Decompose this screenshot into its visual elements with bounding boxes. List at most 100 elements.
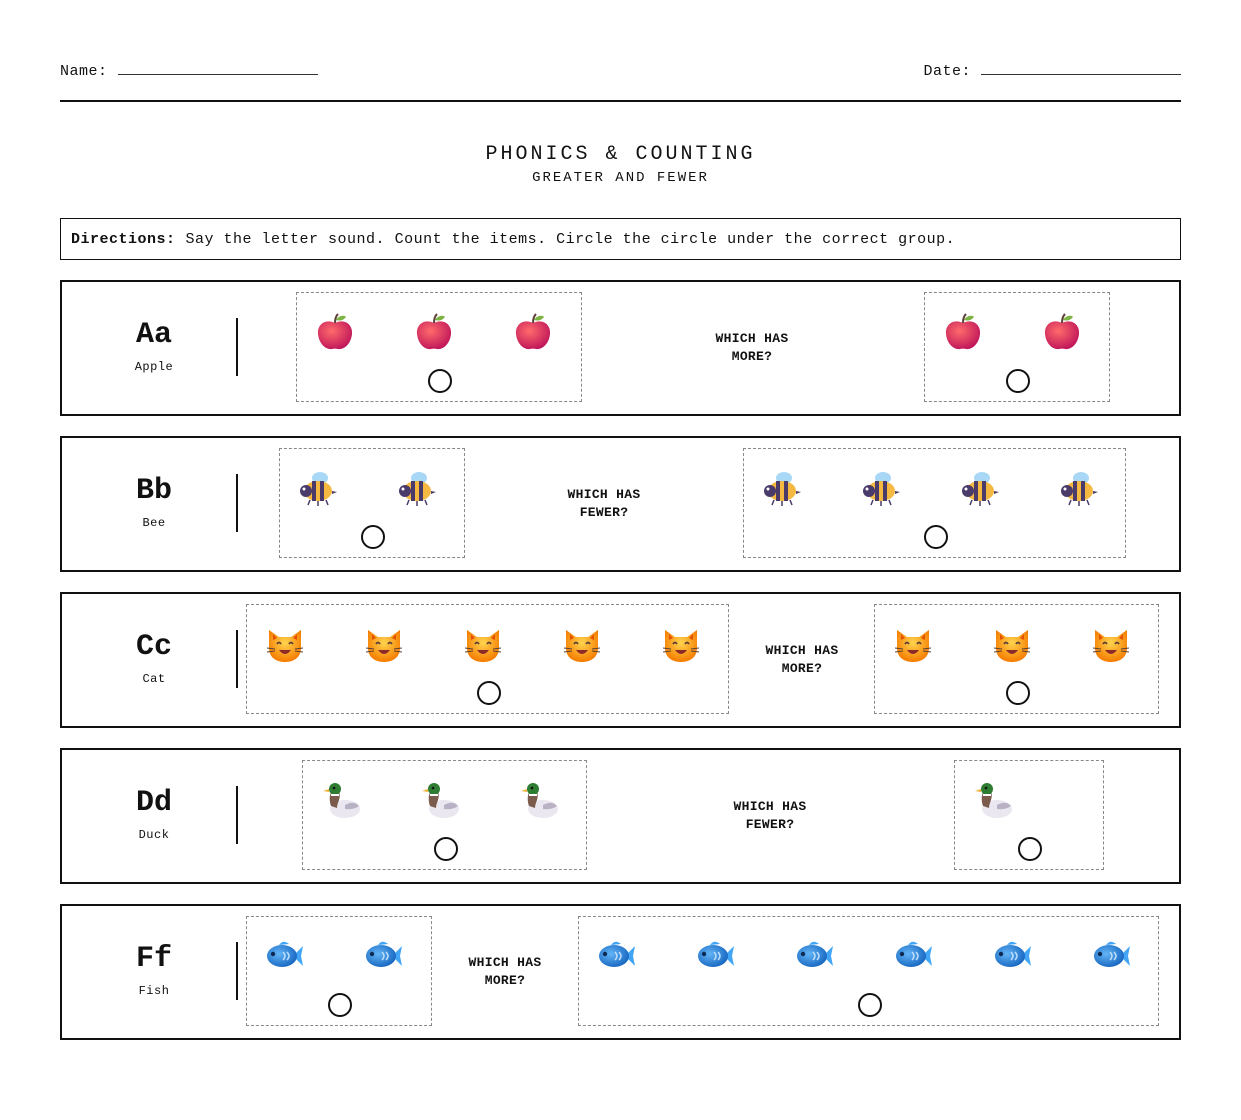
exercise-row-duck: Dd Duck WHICH HAS FEWER? (60, 748, 1181, 884)
question-line: WHICH HAS (468, 955, 542, 970)
letter-bee: Bb (135, 474, 172, 508)
date-field[interactable]: Date: (923, 62, 1181, 80)
exercise-row-apple: Aa Apple WHICH HAS MORE? (60, 280, 1181, 416)
duck-icon (972, 779, 1014, 821)
apple-right-answer-circle[interactable] (1006, 369, 1030, 393)
duck-right-answer-circle[interactable] (1018, 837, 1042, 861)
question-text: WHICH HAS FEWER? (715, 798, 825, 834)
letter-block: Ff Fish (102, 942, 206, 998)
cat-icon (892, 623, 934, 665)
fish-icon (893, 935, 935, 977)
fish-icon (596, 935, 638, 977)
question-text: WHICH HAS MORE? (450, 954, 560, 990)
date-line[interactable] (981, 62, 1181, 75)
bee-left-answer-circle[interactable] (361, 525, 385, 549)
duck-icon (518, 779, 560, 821)
duck-right-group (954, 760, 1104, 870)
cat-icon (363, 623, 405, 665)
row-divider (236, 318, 238, 376)
exercise-row-cat: Cc Cat WHICH HAS MORE? (60, 592, 1181, 728)
fish-right-group (578, 916, 1159, 1026)
question-line: WHICH HAS (567, 487, 641, 502)
directions-label: Directions: (71, 230, 176, 248)
exercise-row-bee: Bb Bee WHICH HAS FEWER? (60, 436, 1181, 572)
bee-icon (1058, 467, 1100, 509)
fish-icon (1091, 935, 1133, 977)
bee-right-group (743, 448, 1126, 558)
page-subtitle: GREATER AND FEWER (532, 170, 709, 186)
cat-icon (1090, 623, 1132, 665)
bee-icon (959, 467, 1001, 509)
apple-icon (512, 311, 554, 353)
question-text: WHICH HAS MORE? (747, 642, 857, 678)
bee-icon (761, 467, 803, 509)
apple-left-answer-circle[interactable] (428, 369, 452, 393)
cat-icon (561, 623, 603, 665)
apple-icon (942, 311, 984, 353)
question-line: WHICH HAS (765, 643, 839, 658)
cat-icon (264, 623, 306, 665)
row-divider (236, 942, 238, 1000)
fish-icon (264, 935, 306, 977)
word-apple: Apple (134, 360, 174, 374)
word-duck: Duck (138, 828, 170, 842)
question-text: WHICH HAS MORE? (697, 330, 807, 366)
letter-block: Bb Bee (102, 474, 206, 530)
cat-left-group (246, 604, 729, 714)
letter-block: Dd Duck (102, 786, 206, 842)
fish-left-group (246, 916, 432, 1026)
row-divider (236, 786, 238, 844)
name-line[interactable] (117, 62, 318, 75)
bee-left-group (279, 448, 465, 558)
apple-right-group (924, 292, 1110, 402)
fish-icon (363, 935, 405, 977)
word-bee: Bee (142, 516, 166, 530)
cat-icon (991, 623, 1033, 665)
bee-icon (396, 467, 438, 509)
cat-left-answer-circle[interactable] (476, 681, 501, 705)
apple-icon (1041, 311, 1083, 353)
fish-icon (794, 935, 836, 977)
apple-icon (314, 311, 356, 353)
question-text: WHICH HAS FEWER? (549, 486, 659, 522)
duck-icon (419, 779, 461, 821)
question-line: MORE? (731, 349, 773, 364)
page-title: PHONICS & COUNTING (485, 143, 756, 166)
date-label: Date: (923, 63, 971, 80)
letter-cat: Cc (135, 630, 172, 664)
word-cat: Cat (142, 672, 166, 686)
fish-icon (695, 935, 737, 977)
directions-text: Say the letter sound. Count the items. C… (185, 230, 956, 248)
letter-apple: Aa (135, 318, 172, 352)
cat-right-group (874, 604, 1159, 714)
fish-left-answer-circle[interactable] (328, 993, 352, 1017)
question-line: FEWER? (579, 505, 629, 520)
cat-icon (660, 623, 702, 665)
fish-icon (992, 935, 1034, 977)
bee-icon (860, 467, 902, 509)
name-field[interactable]: Name: (60, 62, 318, 80)
letter-fish: Ff (135, 942, 172, 976)
exercise-row-fish: Ff Fish WHICH HAS MORE? (60, 904, 1181, 1040)
bee-icon (297, 467, 339, 509)
duck-left-group (302, 760, 587, 870)
question-line: FEWER? (745, 817, 795, 832)
bee-right-answer-circle[interactable] (923, 525, 948, 549)
header: Name: Date: (60, 60, 1181, 102)
apple-left-group (296, 292, 582, 402)
name-label: Name: (60, 63, 108, 80)
duck-icon (320, 779, 362, 821)
question-line: WHICH HAS (715, 331, 789, 346)
apple-icon (413, 311, 455, 353)
row-divider (236, 630, 238, 688)
row-divider (236, 474, 238, 532)
letter-block: Aa Apple (102, 318, 206, 374)
letter-block: Cc Cat (102, 630, 206, 686)
cat-right-answer-circle[interactable] (1005, 681, 1030, 705)
fish-right-answer-circle[interactable] (857, 993, 882, 1017)
duck-left-answer-circle[interactable] (433, 837, 458, 861)
cat-icon (462, 623, 504, 665)
question-line: WHICH HAS (733, 799, 807, 814)
question-line: MORE? (484, 973, 526, 988)
question-line: MORE? (781, 661, 823, 676)
